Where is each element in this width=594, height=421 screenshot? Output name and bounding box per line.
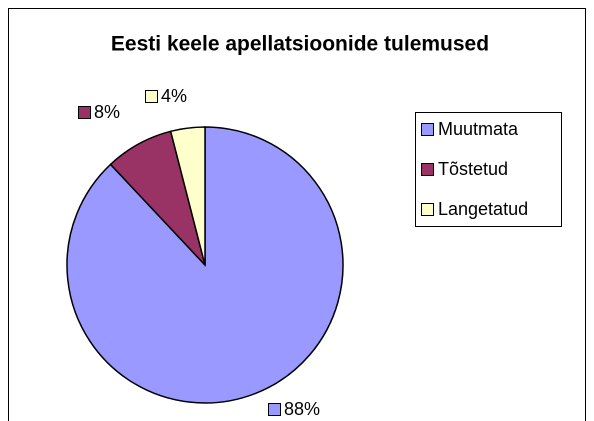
data-label: 88% [284, 399, 320, 419]
data-label-key [78, 106, 91, 119]
legend-swatch [421, 163, 434, 176]
legend-swatch [421, 123, 434, 136]
legend-label: Langetatud [438, 199, 528, 219]
legend-label: Muutmata [438, 119, 519, 139]
legend-swatch [421, 203, 434, 216]
data-label: 4% [161, 86, 187, 106]
legend-label: Tõstetud [438, 159, 508, 179]
data-label-key [268, 403, 281, 416]
data-label: 8% [94, 102, 120, 122]
legend-box [415, 112, 562, 227]
chart-border [8, 8, 586, 421]
data-label-key [145, 90, 158, 103]
pie-slice [169, 126, 206, 266]
chart-title: Eesti keele apellatsioonide tulemused [111, 33, 489, 56]
